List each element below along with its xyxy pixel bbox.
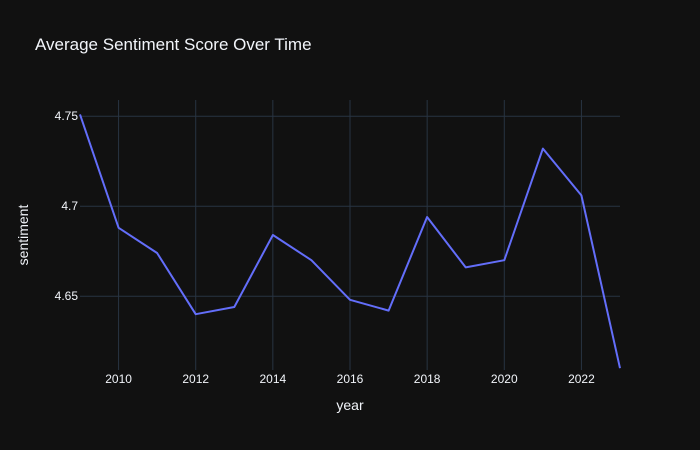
x-tick-label: 2022: [568, 372, 595, 386]
y-tick-label: 4.7: [61, 199, 78, 213]
x-tick-label: 2012: [182, 372, 209, 386]
x-axis-ticks: 2010 2012 2014 2016 2018 2020 2022: [105, 372, 595, 386]
series: [79, 114, 621, 369]
y-tick-label: 4.75: [55, 109, 79, 123]
x-tick-label: 2020: [491, 372, 518, 386]
x-axis-title: year: [336, 397, 364, 413]
y-tick-label: 4.65: [55, 289, 79, 303]
x-tick-label: 2014: [260, 372, 287, 386]
x-tick-label: 2010: [105, 372, 132, 386]
x-tick-label: 2016: [337, 372, 364, 386]
y-axis-title: sentiment: [15, 205, 31, 266]
chart-title: Average Sentiment Score Over Time: [35, 35, 312, 54]
x-tick-label: 2018: [414, 372, 441, 386]
y-axis-ticks: 4.65 4.7 4.75: [55, 109, 79, 303]
series-line-sentiment: [79, 114, 621, 369]
